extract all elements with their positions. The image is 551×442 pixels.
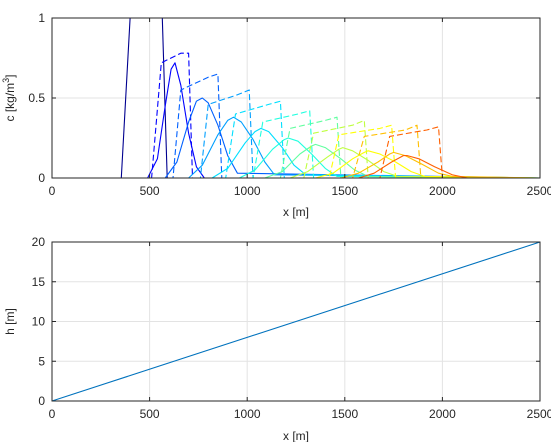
head-axes: 0 500 1000 1500 2000 2500 0 5 10 15 20 x [m] h [m]	[3, 235, 551, 442]
y-tick-label: 0.5	[28, 91, 45, 105]
concentration-axes: 0 500 1000 1500 2000 2500 0 0.5 1 x [m] c [kg/m3]	[1, 11, 551, 219]
y-tick-label: 0	[38, 171, 45, 185]
dashed-series-line	[52, 124, 540, 179]
series-line	[52, 143, 541, 179]
series-line	[52, 147, 541, 179]
y-tick-label: 0	[38, 394, 45, 408]
x-tick-label: 1000	[234, 407, 261, 421]
y-tick-label: 10	[32, 315, 46, 329]
dashed-series-line	[52, 116, 540, 179]
x-tick-label: 2500	[527, 184, 551, 198]
x-tick-label: 2500	[527, 407, 551, 421]
y-axis-label: c [kg/m3]	[1, 74, 17, 121]
x-tick-label: 0	[49, 184, 56, 198]
dashed-series-line	[52, 119, 540, 179]
y-axis-label-superscript: 3	[1, 78, 11, 83]
x-axis-label: x [m]	[283, 429, 309, 442]
dashed-series-line	[52, 73, 540, 179]
x-tick-label: 1000	[234, 184, 261, 198]
series-line	[51, 241, 541, 402]
series-line	[52, 127, 541, 179]
y-tick-label: 1	[38, 11, 45, 25]
x-tick-label: 500	[140, 407, 160, 421]
series-line	[52, 137, 541, 179]
y-axis-label: h [m]	[3, 308, 17, 335]
series-line	[52, 151, 541, 179]
series-line	[52, 116, 541, 179]
y-axis-label-text: c [kg/m	[3, 83, 17, 122]
x-tick-label: 2000	[429, 407, 456, 421]
x-axis-label: x [m]	[283, 205, 309, 219]
x-tick-label: 500	[140, 184, 160, 198]
dashed-series-line	[52, 124, 540, 179]
x-tick-label: 1500	[331, 184, 358, 198]
series-line	[52, 97, 541, 179]
series-line	[52, 62, 540, 179]
x-tick-label: 1500	[331, 407, 358, 421]
dashed-series-line	[52, 126, 540, 179]
x-tick-label: 2000	[429, 184, 456, 198]
y-tick-label: 15	[32, 275, 46, 289]
y-axis-label-end: ]	[3, 74, 17, 77]
dashed-series-line	[52, 110, 540, 179]
x-tick-label: 0	[49, 407, 56, 421]
series-line	[52, 155, 540, 179]
y-tick-label: 20	[32, 235, 46, 249]
y-tick-label: 5	[38, 354, 45, 368]
series-line	[52, 150, 541, 179]
